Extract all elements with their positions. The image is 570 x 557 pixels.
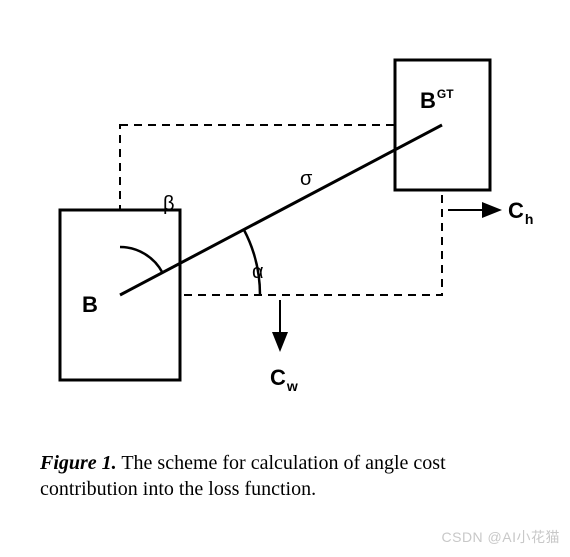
- caption-prefix: Figure 1.: [40, 452, 117, 474]
- label-cw: Cw: [270, 365, 298, 394]
- watermark: CSDN @AI小花猫: [442, 527, 561, 547]
- label-ch-sub: h: [525, 211, 534, 227]
- label-sigma: σ: [300, 168, 313, 190]
- label-cw-main: C: [270, 365, 286, 390]
- label-b: B: [82, 292, 98, 317]
- label-ch: Ch: [508, 198, 533, 227]
- label-alpha: α: [252, 261, 264, 283]
- diagram-svg: B BGT β α σ Cw Ch: [0, 0, 570, 440]
- box-b-gt: [395, 60, 490, 190]
- figure-caption: Figure 1. The scheme for calculation of …: [0, 440, 570, 512]
- diagram-area: B BGT β α σ Cw Ch: [0, 0, 570, 440]
- label-cw-sub: w: [286, 378, 298, 394]
- label-b-gt-sup: GT: [437, 87, 454, 101]
- label-b-gt-main: B: [420, 88, 436, 113]
- label-ch-main: C: [508, 198, 524, 223]
- label-beta: β: [163, 193, 175, 215]
